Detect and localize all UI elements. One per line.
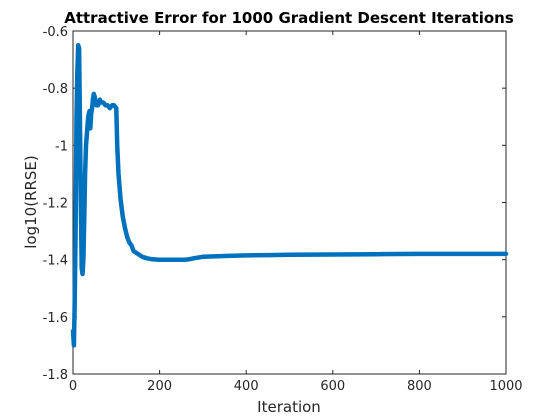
y-tick-label: -1 xyxy=(55,139,68,154)
y-tick-label: -1.8 xyxy=(43,368,68,383)
y-axis-ticks: -1.8 -1.6 -1.4 -1.2 -1 -0.8 -0.6 xyxy=(43,25,506,383)
y-tick-label: -1.6 xyxy=(43,311,68,326)
x-tick-label: 1000 xyxy=(489,379,522,394)
chart-title: Attractive Error for 1000 Gradient Desce… xyxy=(64,9,514,27)
x-tick-label: 0 xyxy=(69,379,77,394)
x-tick-label: 400 xyxy=(234,379,259,394)
x-axis-label: Iteration xyxy=(257,398,321,416)
plot-area xyxy=(72,30,507,375)
series-line xyxy=(70,43,509,348)
x-tick-label: 200 xyxy=(147,379,172,394)
y-tick-label: -0.6 xyxy=(43,25,68,40)
y-axis-label: log10(RRSE) xyxy=(22,155,40,249)
y-tick-label: -1.2 xyxy=(43,197,68,212)
y-tick-label: -0.8 xyxy=(43,82,68,97)
x-axis-ticks: 0 200 400 600 800 1000 xyxy=(69,31,523,394)
x-tick-label: 600 xyxy=(320,379,345,394)
y-tick-label: -1.4 xyxy=(43,254,68,269)
x-tick-label: 800 xyxy=(407,379,432,394)
